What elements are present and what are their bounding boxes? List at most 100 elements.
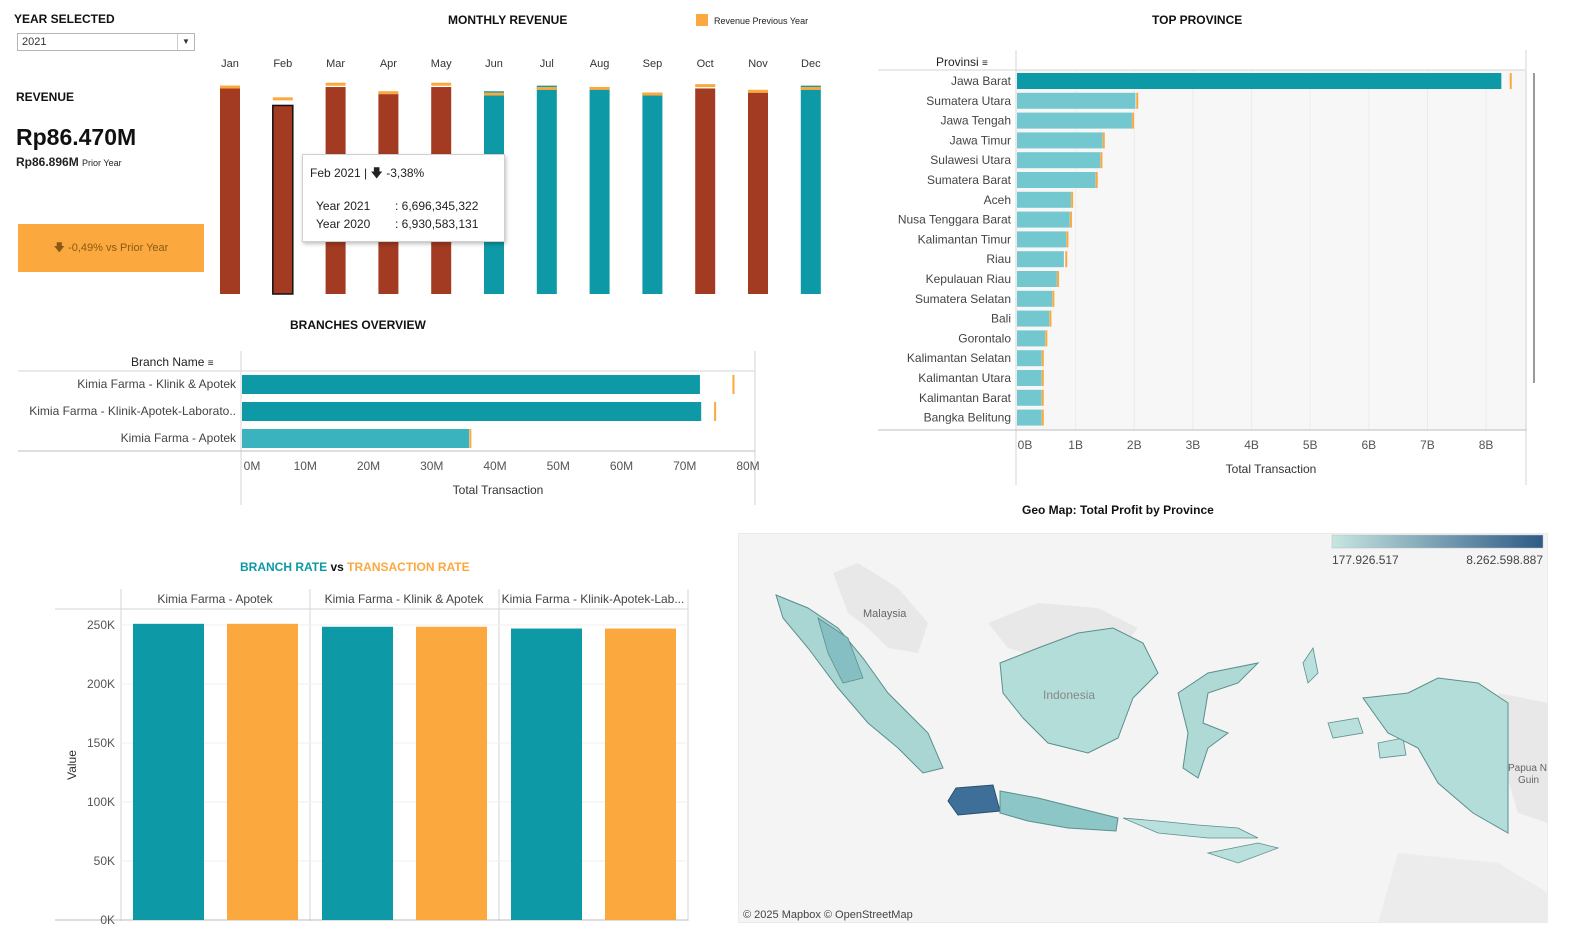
transaction-rate-bar [605, 628, 676, 920]
sumatera-utara-shape[interactable] [817, 617, 864, 684]
province-label: Nusa Tenggara Barat [898, 213, 1012, 227]
geo-map[interactable]: Malaysia Indonesia Papua N Guin © 2025 M… [738, 533, 1548, 923]
rates-title-branch: BRANCH RATE [240, 560, 328, 574]
province-tick: 4B [1244, 438, 1259, 452]
previous-year-marker [484, 92, 504, 96]
sulawesi-shape[interactable] [1177, 662, 1260, 779]
province-prev-marker [1069, 211, 1072, 228]
sort-icon[interactable]: ≡ [207, 358, 214, 369]
province-bar [1017, 132, 1103, 149]
tooltip-row2-label: Year 2020 [316, 217, 371, 231]
branch-label: Kimia Farma - Klinik-Apotek-Laborato.. [29, 404, 236, 418]
branch-tick: 40M [483, 459, 506, 473]
province-label: Jawa Timur [950, 133, 1011, 147]
province-label: Kepulauan Riau [926, 272, 1011, 286]
sumatra-province-shape[interactable] [775, 594, 944, 774]
jawa-tengah-timur-shape[interactable] [999, 790, 1119, 832]
map-label-guinea: Guin [1518, 775, 1539, 786]
maluku-shape[interactable] [1302, 646, 1407, 759]
nusa-tenggara-shape[interactable] [1122, 817, 1280, 864]
province-label: Jawa Tengah [941, 114, 1012, 128]
kalimantan-shape[interactable] [999, 627, 1159, 754]
branch-tick: 50M [547, 459, 570, 473]
province-tick: 5B [1303, 438, 1318, 452]
chevron-down-icon[interactable]: ▼ [177, 34, 194, 50]
branch-tick: 0M [244, 459, 261, 473]
province-bar [1017, 370, 1042, 386]
province-bar [1017, 211, 1070, 228]
delta-vs-prior-badge: 🡇 -0,49% vs Prior Year [18, 224, 204, 272]
province-bar [1017, 350, 1042, 367]
province-tick: 7B [1420, 438, 1435, 452]
province-bar [1017, 330, 1046, 347]
provinsi-header-label: Provinsi [936, 55, 979, 69]
monthly-revenue-title: MONTHLY REVENUE [448, 13, 568, 27]
branch-prev-marker [469, 429, 472, 448]
province-prev-marker [1052, 290, 1055, 307]
province-label: Bangka Belitung [924, 411, 1011, 425]
previous-year-marker [800, 86, 821, 90]
revenue-bar [642, 92, 663, 294]
previous-year-marker [272, 97, 293, 101]
branches-title: BRANCHES OVERVIEW [290, 318, 426, 332]
top-province-title: TOP PROVINCE [1152, 13, 1243, 27]
scrollbar [1533, 73, 1535, 383]
province-bar [1017, 251, 1064, 268]
branches-chart: Kimia Farma - Klinik & Apotek Kimia Farma… [18, 351, 760, 505]
month-label: Apr [380, 58, 397, 70]
tooltip-row1-value: : 6,696,345,322 [395, 199, 479, 213]
province-prev-marker [1065, 251, 1068, 268]
month-label: Dec [801, 58, 821, 70]
province-tick: 0B [1018, 438, 1033, 452]
province-prev-marker [1136, 92, 1139, 109]
map-label-indonesia: Indonesia [1043, 688, 1095, 702]
province-bar [1017, 112, 1132, 129]
province-tick: 6B [1361, 438, 1376, 452]
year-select-value: 2021 [22, 36, 47, 48]
jawa-barat-shape[interactable] [947, 784, 1001, 816]
tooltip-header: Feb 2021 | 🡇 -3,38% [310, 164, 424, 185]
revenue-bar [589, 87, 610, 294]
previous-year-marker [642, 92, 663, 96]
branch-name-header[interactable]: Branch Name ≡ [131, 355, 214, 369]
previous-year-marker [589, 86, 610, 90]
legend-gradient [1331, 534, 1544, 549]
map-attribution[interactable]: © 2025 Mapbox © OpenStreetMap [743, 909, 913, 921]
sort-icon[interactable]: ≡ [982, 58, 988, 69]
province-prev-marker [1509, 73, 1512, 89]
papua-shape[interactable] [1362, 677, 1509, 834]
tooltip-change: -3,38% [386, 166, 425, 180]
revenue-bar [272, 104, 294, 295]
malaysia-peninsula-shape [833, 563, 928, 653]
rates-title-vs: vs [330, 560, 344, 574]
prior-revenue-value: Rp86.896M [16, 155, 79, 169]
year-select[interactable]: 2021 ▼ [17, 33, 195, 51]
month-label: Nov [748, 58, 768, 70]
top-province-chart: Jawa Barat Sumatera Utara Jawa Tengah Jawa … [878, 50, 1535, 485]
branch-bar [242, 429, 470, 448]
province-label: Riau [986, 252, 1011, 266]
png-shape [1498, 693, 1548, 823]
province-tick: 3B [1186, 438, 1201, 452]
provinsi-header[interactable]: Provinsi ≡ [936, 55, 988, 69]
branch-bar [242, 375, 700, 394]
province-bar [1017, 152, 1101, 169]
tooltip-row1-label: Year 2021 [316, 199, 371, 213]
province-label: Kalimantan Barat [919, 391, 1012, 405]
province-prev-marker [1041, 370, 1044, 386]
month-label: Mar [326, 58, 345, 70]
legend-label[interactable]: Revenue Previous Year [714, 16, 809, 26]
province-label: Bali [991, 312, 1011, 326]
province-bar [1017, 389, 1042, 406]
rate-tick: 150K [87, 736, 115, 750]
rate-tick: 50K [94, 854, 115, 868]
rate-ylabel: Value [65, 750, 79, 780]
rate-tick: 0K [100, 913, 115, 927]
province-bar [1017, 290, 1053, 307]
month-label: Sep [643, 58, 663, 70]
branch-label: Kimia Farma - Apotek [121, 431, 237, 445]
branch-prev-marker [732, 375, 735, 394]
revenue-value: Rp86.470M [16, 124, 137, 150]
province-tick: 1B [1068, 438, 1083, 452]
revenue-label: REVENUE [16, 90, 75, 104]
